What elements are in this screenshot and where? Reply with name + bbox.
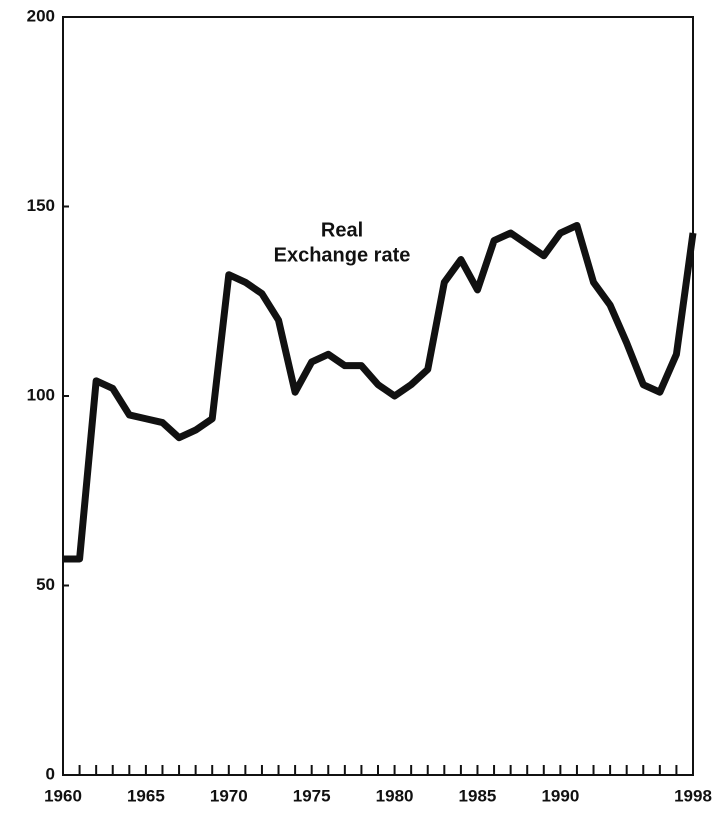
annotation: Real bbox=[321, 219, 363, 241]
x-tick-label: 1998 bbox=[674, 786, 712, 805]
annotation: Exchange rate bbox=[274, 244, 411, 266]
y-tick-label: 200 bbox=[27, 6, 55, 25]
data-line bbox=[63, 221, 697, 563]
y-tick-label: 0 bbox=[46, 764, 55, 783]
y-tick-label: 150 bbox=[27, 196, 55, 215]
x-tick-label: 1985 bbox=[459, 786, 497, 805]
plot-frame bbox=[62, 16, 694, 776]
x-tick-label: 1975 bbox=[293, 786, 331, 805]
x-tick-label: 1980 bbox=[376, 786, 414, 805]
x-tick-label: 1965 bbox=[127, 786, 165, 805]
y-tick-label: 100 bbox=[27, 385, 55, 404]
x-tick-label: 1960 bbox=[44, 786, 82, 805]
x-tick-label: 1990 bbox=[541, 786, 579, 805]
y-tick-label: 50 bbox=[36, 575, 55, 594]
x-tick-label: 1970 bbox=[210, 786, 248, 805]
